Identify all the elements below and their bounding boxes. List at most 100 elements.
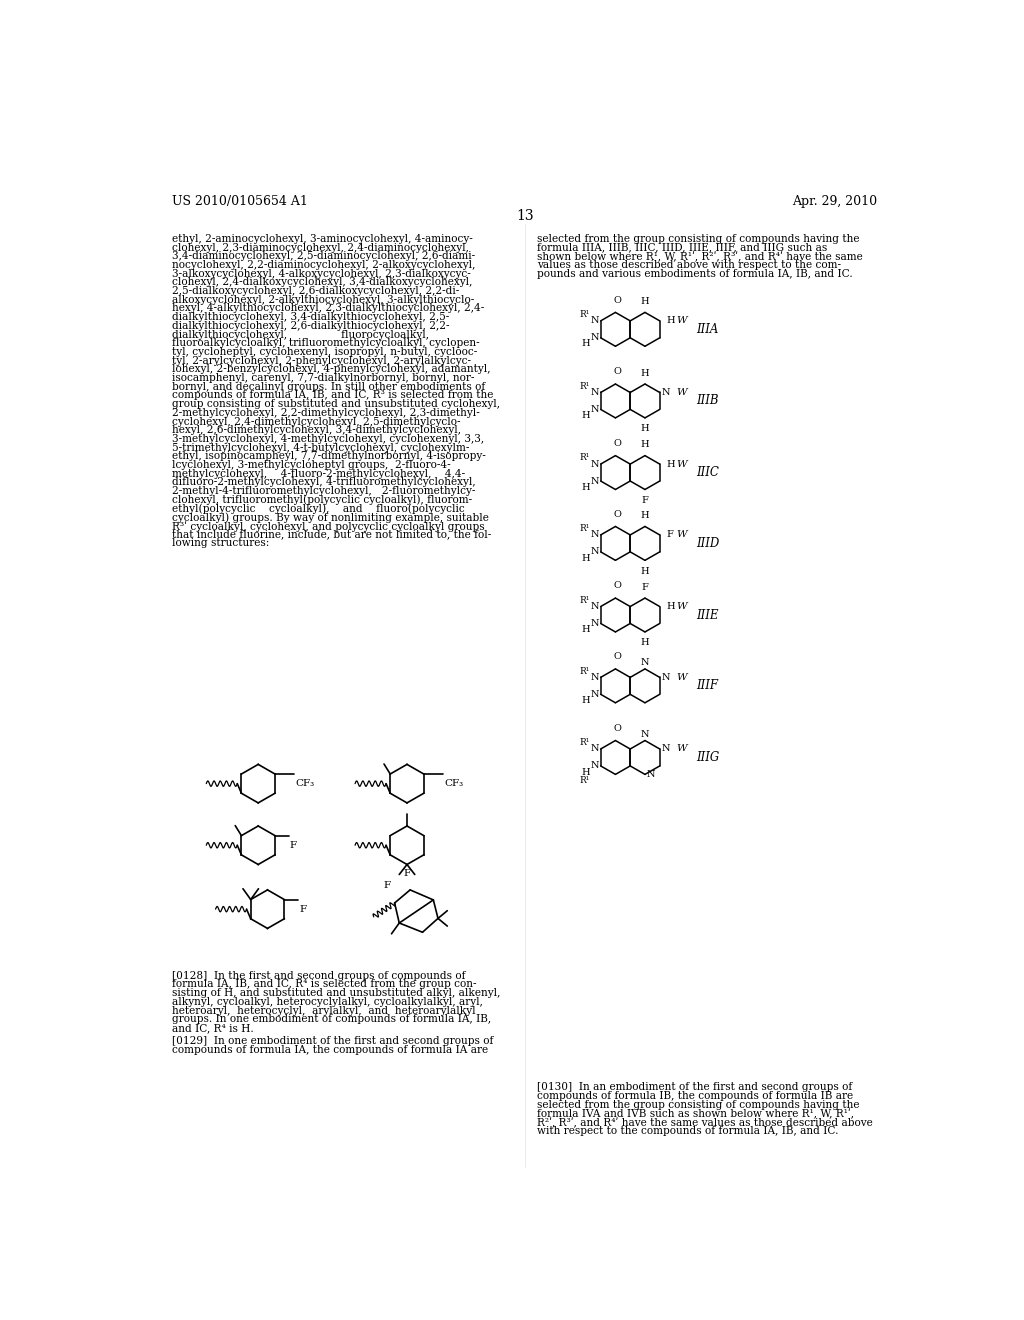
Text: pounds and various embodiments of formula IA, IB, and IC.: pounds and various embodiments of formul…: [538, 269, 853, 279]
Text: H: H: [666, 602, 675, 611]
Text: clohexyl, trifluoromethyl(polycyclic cycloalkyl), fluorom-: clohexyl, trifluoromethyl(polycyclic cyc…: [172, 495, 472, 506]
Text: cycloalkyl) groups. By way of nonlimiting example, suitable: cycloalkyl) groups. By way of nonlimitin…: [172, 512, 489, 523]
Text: F: F: [641, 583, 648, 591]
Text: IIIA: IIIA: [696, 323, 719, 335]
Text: N: N: [591, 619, 599, 628]
Text: N: N: [591, 744, 599, 754]
Text: lowing structures:: lowing structures:: [172, 539, 269, 548]
Text: F: F: [641, 496, 648, 504]
Text: N: N: [641, 730, 649, 739]
Text: O: O: [613, 723, 621, 733]
Text: IIIC: IIIC: [696, 466, 719, 479]
Text: R¹: R¹: [580, 776, 590, 785]
Text: formula IVA and IVB such as shown below where R¹, W, R¹ʹ,: formula IVA and IVB such as shown below …: [538, 1109, 854, 1119]
Text: W: W: [677, 388, 687, 397]
Text: H: H: [582, 696, 590, 705]
Text: clohexyl, 2,4-dialkoxycyclohexyl, 3,4-dialkoxycyclohexyl,: clohexyl, 2,4-dialkoxycyclohexyl, 3,4-di…: [172, 277, 472, 288]
Text: R¹: R¹: [580, 667, 590, 676]
Text: group consisting of substituted and unsubstituted cyclohexyl,: group consisting of substituted and unsu…: [172, 399, 500, 409]
Text: tyl, cycloheptyl, cyclohexenyl, isopropyl, n-butyl, cyclooc-: tyl, cycloheptyl, cyclohexenyl, isopropy…: [172, 347, 477, 356]
Text: W: W: [677, 459, 687, 469]
Text: H: H: [666, 317, 675, 325]
Text: lohexyl, 2-benzylcyclohexyl, 4-phenylcyclohexyl, adamantyl,: lohexyl, 2-benzylcyclohexyl, 4-phenylcyc…: [172, 364, 490, 375]
Text: N: N: [591, 602, 599, 611]
Text: nocyclohexyl, 2,2-diaminocyclohexyl, 2-alkoxycyclohexyl,: nocyclohexyl, 2,2-diaminocyclohexyl, 2-a…: [172, 260, 475, 271]
Text: 5-trimethylcyclohexyl, 4-t-butylcyclohexyl, cyclohexylm-: 5-trimethylcyclohexyl, 4-t-butylcyclohex…: [172, 442, 470, 453]
Text: H: H: [582, 411, 590, 420]
Text: O: O: [613, 652, 621, 661]
Text: O: O: [613, 510, 621, 519]
Text: F: F: [384, 880, 391, 890]
Text: N: N: [591, 531, 599, 540]
Text: IIIB: IIIB: [696, 395, 719, 408]
Text: N: N: [662, 388, 670, 397]
Text: IIIE: IIIE: [696, 609, 719, 622]
Text: N: N: [591, 762, 599, 771]
Text: formula IIIA, IIIB, IIIC, IIID, IIIE, IIIF, and IIIG such as: formula IIIA, IIIB, IIIC, IIID, IIIE, II…: [538, 243, 827, 252]
Text: clohexyl, 2,3-diaminocyclohexyl, 2,4-diaminocyclohexyl,: clohexyl, 2,3-diaminocyclohexyl, 2,4-dia…: [172, 243, 469, 252]
Text: N: N: [591, 548, 599, 556]
Text: H: H: [582, 483, 590, 491]
Text: H: H: [582, 553, 590, 562]
Text: difluoro-2-methylcyclohexyl, 4-trifluoromethylcyclohexyl,: difluoro-2-methylcyclohexyl, 4-trifluoro…: [172, 478, 476, 487]
Text: R¹: R¹: [580, 454, 590, 462]
Text: US 2010/0105654 A1: US 2010/0105654 A1: [172, 194, 308, 207]
Text: H: H: [641, 511, 649, 520]
Text: N: N: [646, 770, 655, 779]
Text: 13: 13: [516, 209, 534, 223]
Text: N: N: [591, 388, 599, 397]
Text: 2,5-dialkoxycyclohexyl, 2,6-dialkoxycyclohexyl, 2,2-di-: 2,5-dialkoxycyclohexyl, 2,6-dialkoxycycl…: [172, 286, 460, 296]
Text: O: O: [613, 296, 621, 305]
Text: H: H: [641, 441, 649, 449]
Text: N: N: [591, 477, 599, 486]
Text: [0129]  In one embodiment of the first and second groups of: [0129] In one embodiment of the first an…: [172, 1036, 494, 1047]
Text: R¹: R¹: [580, 524, 590, 533]
Text: R³ʹ cycloalkyl, cyclohexyl, and polycyclic cycloalkyl groups: R³ʹ cycloalkyl, cyclohexyl, and polycycl…: [172, 521, 484, 532]
Text: values as those described above with respect to the com-: values as those described above with res…: [538, 260, 841, 271]
Text: [0130]  In an embodiment of the first and second groups of: [0130] In an embodiment of the first and…: [538, 1082, 852, 1093]
Text: with respect to the compounds of formula IA, IB, and IC.: with respect to the compounds of formula…: [538, 1126, 839, 1137]
Text: selected from the group consisting of compounds having the: selected from the group consisting of co…: [538, 234, 860, 244]
Text: CF₃: CF₃: [444, 779, 463, 788]
Text: selected from the group consisting of compounds having the: selected from the group consisting of co…: [538, 1100, 860, 1110]
Text: IIIG: IIIG: [696, 751, 719, 764]
Text: H: H: [666, 459, 675, 469]
Text: shown below where R¹, W, R¹ʹ, R²ʹ, R³ʹ, and R⁴ʹ have the same: shown below where R¹, W, R¹ʹ, R²ʹ, R³ʹ, …: [538, 251, 863, 261]
Text: lcyclohexyl, 3-methylcycloheptyl groups,  2-fluoro-4-: lcyclohexyl, 3-methylcycloheptyl groups,…: [172, 461, 451, 470]
Text: N: N: [591, 690, 599, 698]
Text: R²ʹ, R³ʹ, and R⁴ʹ have the same values as those described above: R²ʹ, R³ʹ, and R⁴ʹ have the same values a…: [538, 1117, 872, 1127]
Text: 2-methylcyclohexyl, 2,2-dimethylcyclohexyl, 2,3-dimethyl-: 2-methylcyclohexyl, 2,2-dimethylcyclohex…: [172, 408, 480, 418]
Text: R¹: R¹: [580, 738, 590, 747]
Text: CF₃: CF₃: [295, 779, 314, 788]
Text: ethyl(polycyclic    cycloalkyl),    and    fluoro(polycyclic: ethyl(polycyclic cycloalkyl), and fluoro…: [172, 504, 465, 515]
Text: 3-methylcyclohexyl, 4-methylcyclohexyl, cyclohexenyl, 3,3,: 3-methylcyclohexyl, 4-methylcyclohexyl, …: [172, 434, 484, 444]
Text: cyclohexyl, 2,4-dimethylcyclohexyl, 2,5-dimethylcyclo-: cyclohexyl, 2,4-dimethylcyclohexyl, 2,5-…: [172, 417, 461, 426]
Text: dialkylthiocyclohexyl, 2,6-dialkylthiocyclohexyl, 2,2-: dialkylthiocyclohexyl, 2,6-dialkylthiocy…: [172, 321, 450, 331]
Text: N: N: [641, 659, 649, 668]
Text: hexyl, 2,6-dimethylcyclohexyl, 3,4-dimethylcyclohexyl,: hexyl, 2,6-dimethylcyclohexyl, 3,4-dimet…: [172, 425, 461, 436]
Text: groups. In one embodiment of compounds of formula IA, IB,: groups. In one embodiment of compounds o…: [172, 1014, 492, 1024]
Text: N: N: [591, 459, 599, 469]
Text: methylcyclohexyl,    4-fluoro-2-methylcyclohexyl,    4,4-: methylcyclohexyl, 4-fluoro-2-methylcyclo…: [172, 469, 465, 479]
Text: O: O: [613, 367, 621, 376]
Text: and IC, R⁴ is H.: and IC, R⁴ is H.: [172, 1023, 254, 1034]
Text: bornyl, and decalinyl groups. In still other embodiments of: bornyl, and decalinyl groups. In still o…: [172, 381, 485, 392]
Text: O: O: [613, 440, 621, 447]
Text: N: N: [662, 744, 670, 754]
Text: F: F: [299, 904, 306, 913]
Text: N: N: [591, 334, 599, 342]
Text: ethyl, 2-aminocyclohexyl, 3-aminocyclohexyl, 4-aminocy-: ethyl, 2-aminocyclohexyl, 3-aminocyclohe…: [172, 234, 473, 244]
Text: Apr. 29, 2010: Apr. 29, 2010: [793, 194, 878, 207]
Text: N: N: [591, 405, 599, 414]
Text: 3-alkoxycyclohexyl, 4-alkoxycyclohexyl, 2,3-dialkoxycyc-: 3-alkoxycyclohexyl, 4-alkoxycyclohexyl, …: [172, 269, 471, 279]
Text: IIIF: IIIF: [696, 680, 718, 693]
Text: W: W: [677, 602, 687, 611]
Text: N: N: [662, 673, 670, 682]
Text: formula IA, IB, and IC, R⁴ is selected from the group con-: formula IA, IB, and IC, R⁴ is selected f…: [172, 979, 477, 990]
Text: H: H: [582, 768, 590, 776]
Text: dialkylthiocyclohexyl,                fluorocycloalkyl,: dialkylthiocyclohexyl, fluorocycloalkyl,: [172, 330, 429, 339]
Text: that include fluorine, include, but are not limited to, the fol-: that include fluorine, include, but are …: [172, 529, 492, 540]
Text: H: H: [582, 339, 590, 348]
Text: isocamphenyl, carenyl, 7,7-dialkylnorbornyl, bornyl, nor-: isocamphenyl, carenyl, 7,7-dialkylnorbor…: [172, 374, 474, 383]
Text: W: W: [677, 744, 687, 754]
